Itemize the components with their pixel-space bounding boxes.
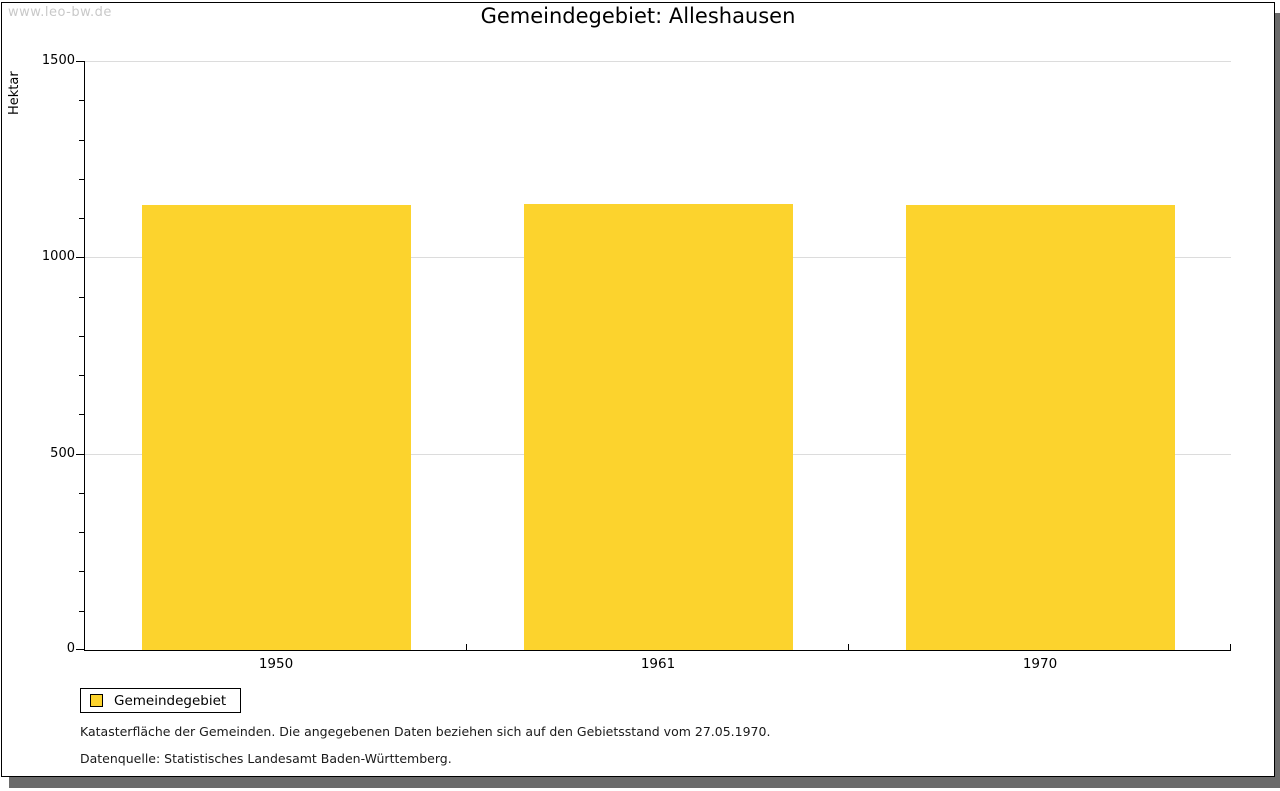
y-axis-major-tick <box>76 649 84 650</box>
x-axis-tick <box>466 644 467 650</box>
y-axis-minor-tick <box>79 375 84 376</box>
y-axis-minor-tick <box>79 297 84 298</box>
y-axis-minor-tick <box>79 611 84 612</box>
y-axis-minor-tick <box>79 532 84 533</box>
y-axis-minor-tick <box>79 179 84 180</box>
y-axis-minor-tick <box>79 140 84 141</box>
footnote-data-source: Datenquelle: Statistisches Landesamt Bad… <box>80 751 452 766</box>
y-axis-minor-tick <box>79 100 84 101</box>
footnote-source-note: Katasterfläche der Gemeinden. Die angege… <box>80 724 771 739</box>
legend: Gemeindegebiet <box>80 688 242 713</box>
y-tick-label: 1500 <box>41 53 75 68</box>
y-axis-major-tick <box>76 61 84 62</box>
y-axis-minor-tick <box>79 493 84 494</box>
page-title: Gemeindegebiet: Alleshausen <box>480 4 796 28</box>
x-axis-tick <box>848 644 849 650</box>
y-tick-label: 0 <box>66 641 75 656</box>
bar-1970 <box>906 205 1175 650</box>
y-tick-label: 1000 <box>41 249 75 264</box>
watermark: www.leo-bw.de <box>8 5 112 20</box>
y-axis-major-tick <box>76 257 84 258</box>
y-axis-label: Hektar <box>7 71 22 115</box>
gridline <box>85 61 1231 62</box>
y-axis-minor-tick <box>79 414 84 415</box>
chart-window: www.leo-bw.de Gemeindegebiet: Alleshause… <box>1 2 1275 777</box>
y-axis-major-tick <box>76 454 84 455</box>
plot-area: 0 500 1000 1500 1950 1961 1970 <box>42 53 1231 672</box>
bar-1950 <box>142 205 411 650</box>
x-axis-tick <box>1230 644 1231 650</box>
bar-1961 <box>524 204 793 650</box>
x-tick-label: 1961 <box>640 656 676 672</box>
y-axis-minor-tick <box>79 571 84 572</box>
y-axis-minor-tick <box>79 336 84 337</box>
y-tick-label: 500 <box>50 446 75 461</box>
legend-swatch <box>90 694 103 707</box>
x-tick-label: 1950 <box>258 656 294 672</box>
x-tick-label: 1970 <box>1022 656 1058 672</box>
y-axis-minor-tick <box>79 218 84 219</box>
legend-label: Gemeindegebiet <box>114 692 227 709</box>
